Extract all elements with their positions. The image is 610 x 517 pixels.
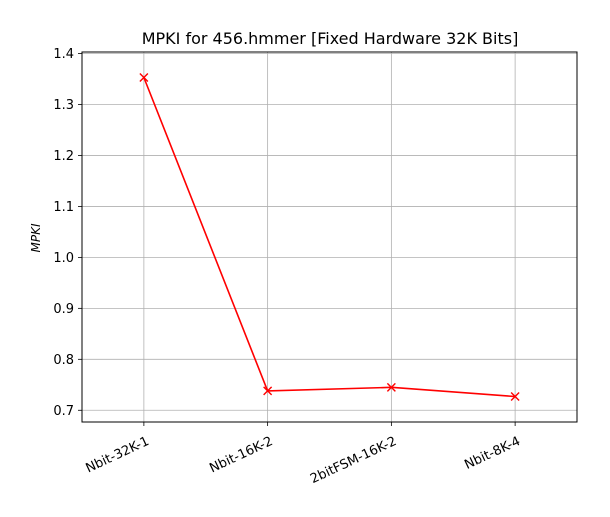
y-axis-label: MPKI	[29, 223, 43, 252]
axes	[78, 51, 578, 426]
grid-lines	[82, 52, 577, 422]
y-tick-label: 0.7	[53, 404, 74, 419]
chart-title: MPKI for 456.hmmer [Fixed Hardware 32K B…	[142, 29, 519, 48]
y-tick-label: 0.8	[53, 353, 74, 368]
plot-frame	[81, 51, 578, 423]
y-tick-label: 1.1	[53, 200, 74, 215]
y-tick-label: 0.9	[53, 302, 74, 317]
data-point-marker	[386, 382, 396, 392]
y-tick-label: 1.3	[53, 98, 74, 113]
data-point-marker	[263, 386, 273, 396]
data-point-marker	[510, 392, 520, 402]
y-tick-label: 1.0	[53, 251, 74, 266]
y-tick-label: 1.2	[53, 149, 74, 164]
series-line	[143, 77, 516, 398]
data-point-marker	[139, 72, 149, 82]
data-series	[139, 72, 520, 402]
y-tick-label: 1.4	[53, 47, 74, 62]
